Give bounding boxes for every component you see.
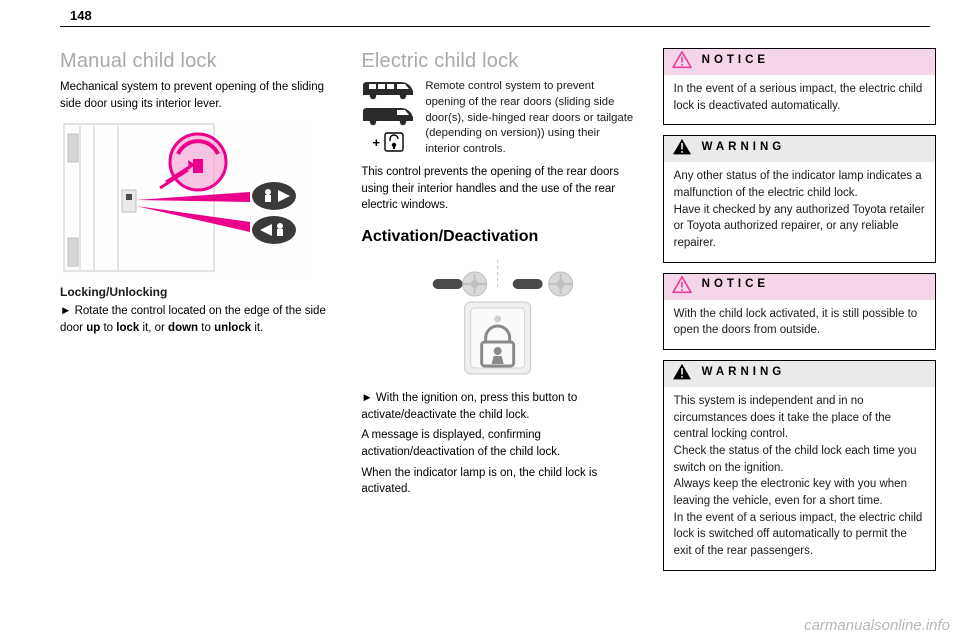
mid: it, or <box>139 322 168 334</box>
column-callouts: NOTICE In the event of a serious impact,… <box>663 40 936 630</box>
activation-text-1: ► With the ignition on, press this butto… <box>361 390 634 423</box>
title-electric-child-lock: Electric child lock <box>361 50 634 73</box>
warning2-text1: This system is independent and in no cir… <box>674 393 925 443</box>
notice-header-1: NOTICE <box>664 49 935 75</box>
warning-malfunction: WARNING Any other status of the indicato… <box>663 135 936 262</box>
van-icon-2 <box>361 105 415 127</box>
notice-header-2: NOTICE <box>664 274 935 300</box>
warning-header-1: WARNING <box>664 136 935 162</box>
notice-text-2: With the child lock activated, it is sti… <box>674 308 918 337</box>
activation-text-3: When the indicator lamp is on, the child… <box>361 465 634 498</box>
warning-triangle-icon-2 <box>672 363 692 381</box>
figure-manual-lock <box>60 120 306 275</box>
to-unlock: to <box>198 322 214 334</box>
notice-triangle-icon <box>672 51 692 69</box>
electric-para2: This control prevents the opening of the… <box>361 164 634 214</box>
warning-label-1: WARNING <box>702 139 786 156</box>
child-lock-plus-icon: + <box>361 131 415 153</box>
to-lock: to <box>100 322 116 334</box>
electric-intro-text: Remote control system to prevent opening… <box>425 79 634 158</box>
warning1-text2: Have it checked by any authorized Toyota… <box>674 202 925 252</box>
warning-triangle-icon <box>672 138 692 156</box>
warning2-text3: Always keep the electronic key with you … <box>674 476 925 509</box>
column-electric-child-lock: Electric child lock + Remote control sys… <box>361 40 634 630</box>
word-lock: lock <box>116 322 139 334</box>
intro-manual: Mechanical system to prevent opening of … <box>60 79 333 112</box>
warning-header-2: WARNING <box>664 361 935 387</box>
notice-open-outside: NOTICE With the child lock activated, it… <box>663 273 936 350</box>
title-activation: Activation/Deactivation <box>361 228 634 246</box>
title-manual-child-lock: Manual child lock <box>60 50 333 73</box>
notice-label-1: NOTICE <box>702 52 769 69</box>
van-icon <box>361 79 415 101</box>
vehicle-icon-stack: + <box>361 79 415 153</box>
warning-label-2: WARNING <box>702 364 786 381</box>
main-columns: Manual child lock Mechanical system to p… <box>60 40 936 630</box>
warning-independent-system: WARNING This system is independent and i… <box>663 360 936 571</box>
notice-text-1: In the event of a serious impact, the el… <box>674 83 923 112</box>
tail: it. <box>251 322 263 334</box>
notice-impact-deactivate: NOTICE In the event of a serious impact,… <box>663 48 936 125</box>
activation-text-2: A message is displayed, confirming activ… <box>361 427 634 460</box>
notice-triangle-icon-2 <box>672 276 692 294</box>
word-unlock: unlock <box>214 322 251 334</box>
electric-intro-row: + Remote control system to prevent openi… <box>361 79 634 158</box>
page-number: 148 <box>70 8 92 23</box>
warning1-text1: Any other status of the indicator lamp i… <box>674 168 925 201</box>
locking-unlocking-label: Locking/Unlocking <box>60 285 333 299</box>
locking-instruction: ► Rotate the control located on the edge… <box>60 303 333 336</box>
word-up: up <box>86 322 100 334</box>
top-rule <box>60 26 930 27</box>
notice-label-2: NOTICE <box>702 276 769 293</box>
figure-activation <box>361 254 634 384</box>
word-down: down <box>168 322 198 334</box>
warning2-text4: In the event of a serious impact, the el… <box>674 510 925 560</box>
column-manual-child-lock: Manual child lock Mechanical system to p… <box>60 40 333 630</box>
warning2-text2: Check the status of the child lock each … <box>674 443 925 476</box>
